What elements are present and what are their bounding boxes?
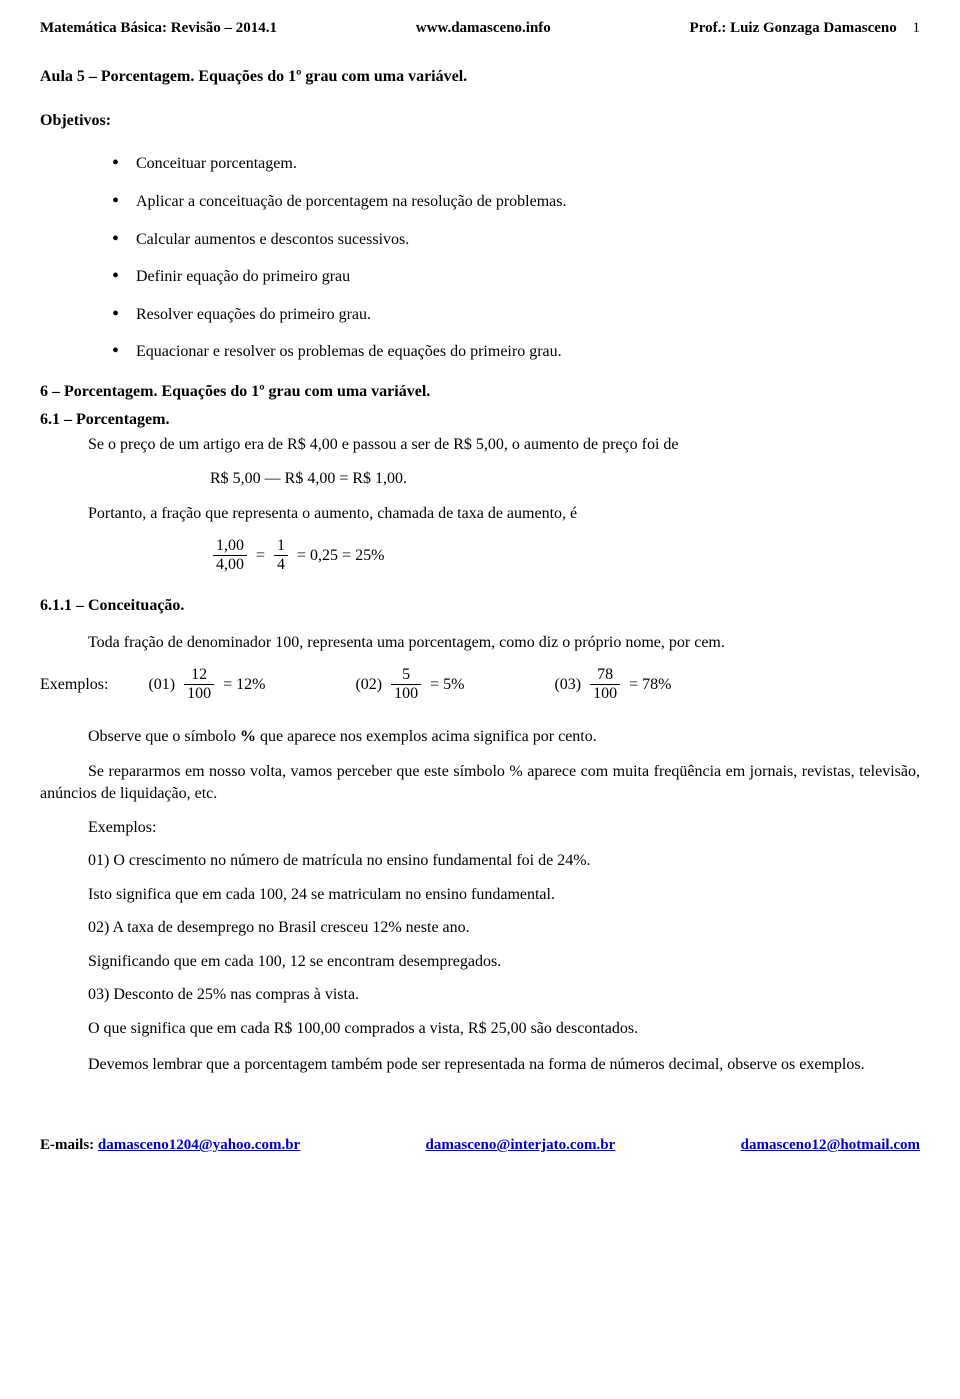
denominator: 100 [184,685,214,703]
list-item: Resolver equações do primeiro grau. [112,304,920,326]
example-tag: (01) [148,674,175,696]
example-result: = 12% [223,674,265,696]
example-item: (02) 5 100 = 5% [355,666,464,704]
fraction: 5 100 [391,666,421,704]
example-line: Significando que em cada 100, 12 se enco… [88,951,920,973]
paragraph: Devemos lembrar que a porcentagem também… [40,1054,920,1076]
example-line: 02) A taxa de desemprego no Brasil cresc… [88,917,920,939]
header-center: www.damasceno.info [416,18,551,38]
emails-label: E-mails: [40,1137,98,1153]
denominator: 100 [590,685,620,703]
section-6-heading: 6 – Porcentagem. Equações do 1º grau com… [40,381,920,403]
paragraph: Se o preço de um artigo era de R$ 4,00 e… [40,434,920,456]
examples-row: Exemplos: (01) 12 100 = 12% (02) 5 100 =… [40,666,920,704]
examples-label: Exemplos: [88,817,920,839]
objectives-label: Objetivos: [40,110,920,132]
numerator: 5 [391,666,421,685]
example-item: (03) 78 100 = 78% [554,666,671,704]
example-item: (01) 12 100 = 12% [148,666,265,704]
examples-label: Exemplos: [40,674,108,696]
numerator: 1 [274,537,288,556]
fraction: 1,00 4,00 [213,537,247,575]
equation-fraction: 1,00 4,00 = 1 4 = 0,25 = 25% [210,537,920,575]
list-item: Calcular aumentos e descontos sucessivos… [112,229,920,251]
numerator: 1,00 [213,537,247,556]
denominator: 100 [391,685,421,703]
list-item: Conceituar porcentagem. [112,153,920,175]
header-left: Matemática Básica: Revisão – 2014.1 [40,18,277,38]
text: Observe que o símbolo [88,728,240,745]
equation-subtraction: R$ 5,00 — R$ 4,00 = R$ 1,00. [210,468,920,490]
paragraph: Observe que o símbolo % que aparece nos … [40,726,920,748]
email-link[interactable]: damasceno12@hotmail.com [741,1135,920,1155]
example-line: 01) O crescimento no número de matrícula… [88,850,920,872]
example-line: O que significa que em cada R$ 100,00 co… [88,1018,920,1040]
paragraph: Toda fração de denominador 100, represen… [40,632,920,654]
page-footer: E-mails: damasceno1204@yahoo.com.br dama… [40,1135,920,1155]
page-header: Matemática Básica: Revisão – 2014.1 www.… [40,18,920,38]
list-item: Definir equação do primeiro grau [112,266,920,288]
example-line: Isto significa que em cada 100, 24 se ma… [88,884,920,906]
examples-block: Exemplos: 01) O crescimento no número de… [88,817,920,1040]
example-line: 03) Desconto de 25% nas compras à vista. [88,984,920,1006]
example-result: = 78% [629,674,671,696]
page-number: 1 [912,20,920,36]
fraction: 1 4 [274,537,288,575]
lesson-title: Aula 5 – Porcentagem. Equações do 1º gra… [40,66,920,88]
numerator: 12 [184,666,214,685]
header-right: Prof.: Luiz Gonzaga Damasceno 1 [690,18,920,38]
fraction: 12 100 [184,666,214,704]
denominator: 4 [274,556,288,574]
email-link[interactable]: damasceno@interjato.com.br [426,1135,616,1155]
equals: = [256,545,265,567]
email-link[interactable]: damasceno1204@yahoo.com.br [98,1137,300,1153]
section-6-1-1-heading: 6.1.1 – Conceituação. [40,595,920,617]
objectives-list: Conceituar porcentagem. Aplicar a concei… [112,153,920,363]
paragraph: Portanto, a fração que representa o aume… [40,503,920,525]
fraction-result: = 0,25 = 25% [297,545,384,567]
example-result: = 5% [430,674,464,696]
section-6-1-heading: 6.1 – Porcentagem. [40,409,920,431]
header-prof: Prof.: Luiz Gonzaga Damasceno [690,20,897,36]
paragraph: Se repararmos em nosso volta, vamos perc… [40,761,920,804]
footer-left: E-mails: damasceno1204@yahoo.com.br [40,1135,300,1155]
list-item: Equacionar e resolver os problemas de eq… [112,341,920,363]
percent-symbol: % [240,728,256,745]
example-tag: (03) [554,674,581,696]
fraction: 78 100 [590,666,620,704]
denominator: 4,00 [213,556,247,574]
list-item: Aplicar a conceituação de porcentagem na… [112,191,920,213]
example-tag: (02) [355,674,382,696]
numerator: 78 [590,666,620,685]
text: que aparece nos exemplos acima significa… [256,728,597,745]
